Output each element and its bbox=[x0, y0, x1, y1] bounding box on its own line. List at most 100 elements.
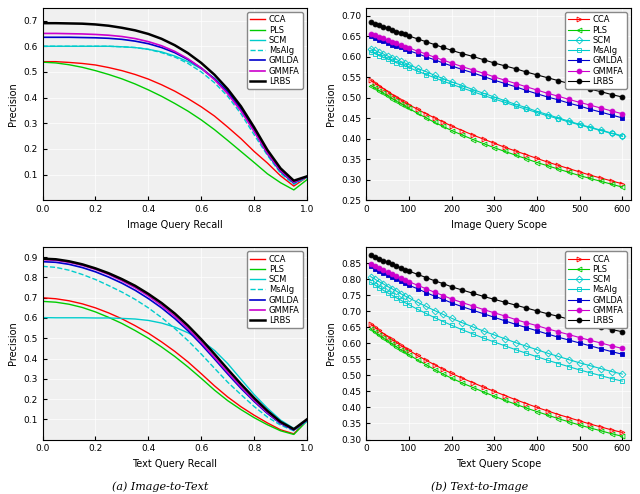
SCM bbox=[376, 279, 383, 285]
CCA bbox=[597, 175, 605, 181]
GMLDA bbox=[39, 259, 47, 265]
SCM bbox=[276, 417, 284, 423]
GMMFA bbox=[380, 267, 387, 273]
PLS bbox=[78, 304, 86, 310]
SCM bbox=[171, 53, 179, 59]
GMMFA bbox=[367, 31, 374, 37]
MsAlg bbox=[618, 378, 626, 384]
LRBS bbox=[618, 94, 626, 100]
LRBS bbox=[237, 381, 244, 387]
CCA bbox=[405, 102, 413, 108]
CCA bbox=[78, 60, 86, 66]
MsAlg bbox=[211, 365, 218, 371]
LRBS bbox=[224, 366, 232, 372]
SCM bbox=[469, 86, 477, 92]
LRBS bbox=[39, 20, 47, 26]
CCA bbox=[448, 370, 456, 376]
MsAlg bbox=[184, 338, 192, 344]
GMLDA bbox=[522, 87, 530, 93]
Line: CCA: CCA bbox=[368, 322, 625, 435]
GMLDA bbox=[576, 103, 584, 109]
GMMFA bbox=[597, 340, 605, 346]
PLS bbox=[145, 335, 152, 341]
SCM bbox=[597, 366, 605, 371]
LRBS bbox=[576, 319, 584, 325]
GMMFA bbox=[608, 343, 616, 349]
GMLDA bbox=[397, 44, 404, 50]
CCA bbox=[171, 348, 179, 354]
SCM bbox=[380, 51, 387, 57]
SCM bbox=[52, 315, 60, 321]
GMLDA bbox=[303, 173, 311, 179]
Y-axis label: Precision: Precision bbox=[326, 322, 336, 365]
CCA bbox=[388, 91, 396, 97]
LRBS bbox=[576, 83, 584, 89]
SCM bbox=[118, 316, 125, 322]
GMLDA bbox=[65, 34, 73, 40]
MsAlg bbox=[414, 306, 422, 312]
CCA bbox=[414, 353, 422, 359]
GMMFA bbox=[211, 77, 218, 82]
CCA bbox=[576, 169, 584, 175]
GMLDA bbox=[576, 340, 584, 346]
CCA bbox=[480, 136, 488, 142]
LRBS bbox=[388, 27, 396, 33]
MsAlg bbox=[597, 127, 605, 133]
GMLDA bbox=[250, 127, 258, 133]
PLS bbox=[392, 344, 400, 350]
LRBS bbox=[490, 60, 498, 66]
CCA bbox=[401, 345, 409, 351]
LRBS bbox=[397, 30, 404, 36]
PLS bbox=[388, 96, 396, 102]
LRBS bbox=[458, 51, 466, 57]
GMMFA bbox=[184, 326, 192, 331]
X-axis label: Image Query Scope: Image Query Scope bbox=[451, 220, 547, 230]
CCA bbox=[405, 347, 413, 353]
SCM bbox=[392, 56, 400, 62]
GMMFA bbox=[533, 323, 541, 329]
SCM bbox=[388, 286, 396, 292]
PLS bbox=[544, 163, 552, 169]
PLS bbox=[39, 298, 47, 304]
GMLDA bbox=[105, 274, 113, 280]
GMLDA bbox=[384, 40, 392, 46]
SCM bbox=[405, 62, 413, 68]
GMLDA bbox=[145, 41, 152, 46]
MsAlg bbox=[576, 367, 584, 373]
CCA bbox=[422, 357, 430, 363]
LRBS bbox=[290, 426, 298, 432]
GMLDA bbox=[367, 34, 374, 40]
PLS bbox=[250, 414, 258, 420]
GMLDA bbox=[414, 51, 422, 57]
CCA bbox=[458, 127, 466, 133]
PLS bbox=[586, 425, 594, 431]
LRBS bbox=[448, 284, 456, 290]
Text: (b) Text-to-Image: (b) Text-to-Image bbox=[431, 481, 529, 492]
GMLDA bbox=[405, 282, 413, 288]
MsAlg bbox=[431, 315, 438, 321]
LRBS bbox=[380, 24, 387, 30]
SCM bbox=[276, 169, 284, 175]
SCM bbox=[303, 174, 311, 180]
GMMFA bbox=[469, 67, 477, 73]
PLS bbox=[401, 349, 409, 355]
CCA bbox=[290, 183, 298, 189]
PLS bbox=[490, 393, 498, 399]
GMLDA bbox=[431, 293, 438, 299]
SCM bbox=[533, 347, 541, 353]
GMLDA bbox=[65, 261, 73, 267]
GMLDA bbox=[157, 44, 165, 50]
LRBS bbox=[388, 261, 396, 267]
Line: GMLDA: GMLDA bbox=[43, 262, 307, 430]
GMMFA bbox=[522, 320, 530, 326]
GMMFA bbox=[490, 310, 498, 316]
MsAlg bbox=[211, 80, 218, 85]
PLS bbox=[448, 375, 456, 381]
GMLDA bbox=[618, 115, 626, 121]
SCM bbox=[586, 363, 594, 369]
GMMFA bbox=[118, 278, 125, 284]
LRBS bbox=[52, 256, 60, 262]
SCM bbox=[197, 66, 205, 72]
SCM bbox=[78, 315, 86, 321]
PLS bbox=[512, 152, 520, 158]
